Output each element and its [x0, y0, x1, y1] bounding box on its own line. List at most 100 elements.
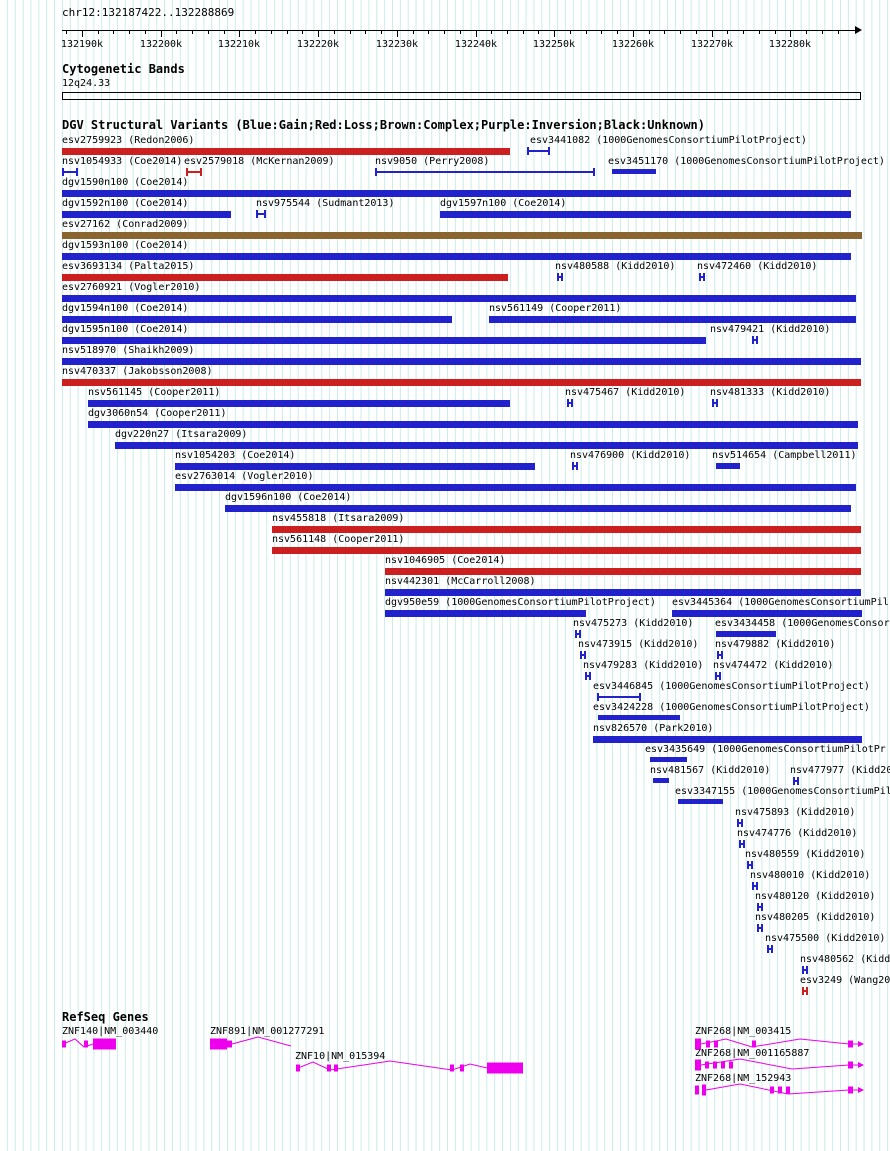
variant-label[interactable]: esv2763014 (Vogler2010) — [175, 471, 314, 482]
variant-label[interactable]: esv3451170 (1000GenomesConsortiumPilotPr… — [608, 156, 885, 167]
variant-bar[interactable] — [716, 631, 776, 637]
variant-bar[interactable] — [737, 819, 743, 827]
variant-bar[interactable] — [653, 778, 669, 783]
variant-bar[interactable] — [716, 463, 740, 469]
variant-label[interactable]: nsv480588 (Kidd2010) — [555, 261, 676, 272]
variant-bar[interactable] — [747, 861, 753, 869]
variant-label[interactable]: esv3441082 (1000GenomesConsortiumPilotPr… — [530, 135, 807, 146]
variant-bar[interactable] — [678, 799, 723, 804]
variant-bar[interactable] — [440, 211, 851, 218]
variant-label[interactable]: nsv474776 (Kidd2010) — [737, 828, 858, 839]
variant-label[interactable]: nsv480562 (Kidd2 — [800, 954, 890, 965]
variant-label[interactable]: nsv480205 (Kidd2010) — [755, 912, 876, 923]
variant-label[interactable]: esv3434458 (1000GenomesConsor — [715, 618, 890, 629]
variant-bar[interactable] — [115, 442, 858, 449]
variant-bar[interactable] — [62, 274, 508, 281]
variant-label[interactable]: esv2760921 (Vogler2010) — [62, 282, 201, 293]
variant-label[interactable]: nsv479283 (Kidd2010) — [583, 660, 704, 671]
variant-bar[interactable] — [585, 672, 591, 680]
variant-bar[interactable] — [752, 336, 758, 344]
variant-label[interactable]: dgv950e59 (1000GenomesConsortiumPilotPro… — [385, 597, 656, 608]
variant-bar[interactable] — [757, 924, 763, 932]
variant-label[interactable]: nsv1054203 (Coe2014) — [175, 450, 296, 461]
variant-bar[interactable] — [597, 693, 641, 701]
variant-bar[interactable] — [62, 232, 862, 239]
variant-bar[interactable] — [757, 903, 763, 911]
gene-label[interactable]: ZNF891|NM_001277291 — [210, 1026, 325, 1037]
variant-label[interactable]: nsv475500 (Kidd2010) — [765, 933, 886, 944]
variant-bar[interactable] — [175, 463, 535, 470]
variant-label[interactable]: esv2579018 (McKernan2009) — [184, 156, 335, 167]
variant-bar[interactable] — [598, 715, 680, 720]
variant-label[interactable]: nsv480120 (Kidd2010) — [755, 891, 876, 902]
variant-bar[interactable] — [385, 568, 861, 575]
variant-label[interactable]: esv3693134 (Palta2015) — [62, 261, 195, 272]
gene-label[interactable]: ZNF268|NM_152943 — [695, 1073, 792, 1084]
variant-label[interactable]: nsv561145 (Cooper2011) — [88, 387, 221, 398]
variant-label[interactable]: nsv514654 (Campbell2011) — [712, 450, 857, 461]
variant-label[interactable]: nsv470337 (Jakobsson2008) — [62, 366, 213, 377]
variant-bar[interactable] — [272, 526, 861, 533]
variant-label[interactable]: nsv561148 (Cooper2011) — [272, 534, 405, 545]
variant-bar[interactable] — [767, 945, 773, 953]
variant-label[interactable]: nsv1046905 (Coe2014) — [385, 555, 506, 566]
variant-bar[interactable] — [62, 337, 706, 344]
variant-bar[interactable] — [62, 190, 851, 197]
variant-bar[interactable] — [717, 651, 723, 659]
variant-bar[interactable] — [793, 777, 799, 785]
variant-label[interactable]: esv27162 (Conrad2009) — [62, 219, 189, 230]
variant-bar[interactable] — [385, 589, 861, 596]
variant-bar[interactable] — [699, 273, 705, 281]
variant-label[interactable]: nsv975544 (Sudmant2013) — [256, 198, 395, 209]
variant-bar[interactable] — [385, 610, 586, 617]
variant-bar[interactable] — [62, 168, 78, 176]
variant-bar[interactable] — [375, 168, 595, 176]
variant-label[interactable]: esv3347155 (1000GenomesConsortiumPil — [675, 786, 890, 797]
gene-label[interactable]: ZNF268|NM_003415 — [695, 1026, 792, 1037]
variant-label[interactable]: esv3446845 (1000GenomesConsortiumPilotPr… — [593, 681, 870, 692]
variant-label[interactable]: esv2759923 (Redon2006) — [62, 135, 195, 146]
variant-label[interactable]: nsv479421 (Kidd2010) — [710, 324, 831, 335]
variant-bar[interactable] — [715, 672, 721, 680]
variant-label[interactable]: dgv3060n54 (Cooper2011) — [88, 408, 227, 419]
variant-bar[interactable] — [557, 273, 563, 281]
variant-bar[interactable] — [62, 295, 856, 302]
variant-label[interactable]: esv3249 (Wang20 — [800, 975, 890, 986]
variant-label[interactable]: dgv1597n100 (Coe2014) — [440, 198, 567, 209]
variant-bar[interactable] — [802, 987, 808, 995]
variant-label[interactable]: nsv477977 (Kidd20 — [790, 765, 890, 776]
variant-label[interactable]: nsv455818 (Itsara2009) — [272, 513, 405, 524]
variant-label[interactable]: esv3435649 (1000GenomesConsortiumPilotPr — [645, 744, 886, 755]
variant-label[interactable]: nsv476900 (Kidd2010) — [570, 450, 691, 461]
variant-label[interactable]: nsv475273 (Kidd2010) — [573, 618, 694, 629]
variant-label[interactable]: nsv826570 (Park2010) — [593, 723, 714, 734]
variant-bar[interactable] — [62, 211, 231, 218]
variant-bar[interactable] — [593, 736, 862, 743]
variant-label[interactable]: nsv1054933 (Coe2014) — [62, 156, 183, 167]
variant-label[interactable]: nsv472460 (Kidd2010) — [697, 261, 818, 272]
variant-bar[interactable] — [62, 358, 861, 365]
variant-label[interactable]: esv3445364 (1000GenomesConsortiumPil — [672, 597, 889, 608]
variant-bar[interactable] — [802, 966, 808, 974]
variant-label[interactable]: dgv1590n100 (Coe2014) — [62, 177, 189, 188]
variant-bar[interactable] — [489, 316, 856, 323]
variant-label[interactable]: dgv220n27 (Itsara2009) — [115, 429, 248, 440]
variant-label[interactable]: dgv1596n100 (Coe2014) — [225, 492, 352, 503]
variant-bar[interactable] — [186, 168, 202, 176]
variant-label[interactable]: nsv480559 (Kidd2010) — [745, 849, 866, 860]
variant-bar[interactable] — [62, 379, 861, 386]
variant-bar[interactable] — [62, 148, 510, 155]
variant-label[interactable]: dgv1594n100 (Coe2014) — [62, 303, 189, 314]
variant-label[interactable]: nsv481567 (Kidd2010) — [650, 765, 771, 776]
variant-label[interactable]: nsv475893 (Kidd2010) — [735, 807, 856, 818]
variant-label[interactable]: nsv9050 (Perry2008) — [375, 156, 490, 167]
variant-bar[interactable] — [62, 253, 851, 260]
variant-label[interactable]: nsv480010 (Kidd2010) — [750, 870, 871, 881]
variant-bar[interactable] — [752, 882, 758, 890]
variant-bar[interactable] — [175, 484, 856, 491]
variant-label[interactable]: nsv473915 (Kidd2010) — [578, 639, 699, 650]
variant-label[interactable]: dgv1595n100 (Coe2014) — [62, 324, 189, 335]
variant-bar[interactable] — [672, 610, 862, 617]
variant-bar[interactable] — [567, 399, 573, 407]
variant-label[interactable]: nsv518970 (Shaikh2009) — [62, 345, 195, 356]
